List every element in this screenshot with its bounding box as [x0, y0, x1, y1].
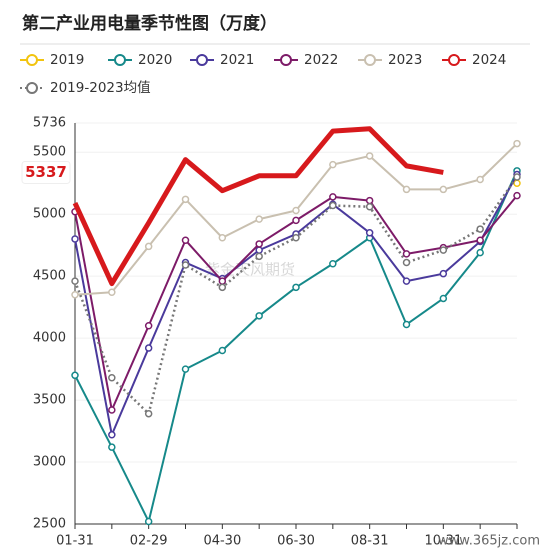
legend-label: 2023	[388, 52, 422, 68]
point	[292, 216, 300, 225]
point	[71, 291, 79, 299]
point	[439, 246, 448, 254]
point	[181, 261, 190, 269]
point	[292, 206, 300, 215]
legend-label: 2020	[138, 52, 172, 68]
point	[144, 242, 153, 251]
point	[513, 191, 521, 200]
point	[365, 152, 374, 160]
x-tick-label: 04-30	[203, 534, 241, 549]
point	[329, 201, 337, 210]
point	[476, 225, 484, 233]
legend-label: 2021	[220, 52, 254, 68]
y-tick-label: 5000	[33, 207, 66, 222]
legend-marker	[26, 82, 38, 94]
y-tick-label: 2500	[33, 517, 66, 532]
point	[144, 344, 153, 352]
point	[402, 258, 411, 267]
point	[71, 277, 79, 285]
point	[144, 517, 153, 526]
point	[439, 185, 448, 194]
legend-marker	[196, 54, 208, 66]
y-tick-label: 4500	[33, 269, 66, 284]
x-tick-label: 01-31	[56, 534, 94, 549]
point	[255, 215, 263, 223]
y-tick-label: 5736	[33, 116, 66, 131]
x-tick-label: 10-31	[424, 534, 462, 549]
point	[402, 277, 411, 285]
x-tick-label: 08-31	[351, 534, 389, 549]
point	[71, 371, 79, 380]
legend-marker	[364, 54, 376, 66]
y-tick-label: 5500	[33, 145, 66, 160]
point	[108, 288, 116, 297]
point	[181, 365, 190, 373]
point	[255, 246, 263, 254]
point	[292, 283, 300, 292]
point	[108, 443, 116, 451]
point	[255, 312, 263, 320]
point	[108, 374, 116, 382]
point	[255, 252, 263, 261]
point	[329, 193, 337, 201]
legend-label: 2019	[50, 52, 84, 68]
point	[108, 406, 116, 414]
point	[513, 139, 521, 148]
point	[144, 321, 153, 330]
point	[365, 196, 374, 205]
point	[71, 235, 79, 243]
point	[181, 195, 190, 204]
current-value-label: 5337	[25, 163, 67, 181]
point	[329, 260, 337, 268]
legend-marker	[448, 54, 460, 66]
point	[218, 346, 227, 355]
point	[329, 160, 337, 169]
point	[439, 294, 448, 303]
point	[476, 248, 484, 257]
y-tick-label: 4000	[33, 331, 66, 346]
point	[365, 229, 374, 237]
legend-marker	[114, 54, 126, 66]
point	[476, 236, 484, 244]
point	[255, 240, 263, 248]
point	[402, 320, 411, 329]
chart-title: 第二产业用电量季节性图（万度）	[22, 13, 277, 34]
point	[402, 250, 411, 258]
point	[144, 409, 153, 418]
x-tick-label: 02-29	[130, 534, 168, 549]
point	[292, 233, 300, 242]
point	[181, 236, 190, 244]
point	[476, 175, 484, 184]
current-value-box	[21, 160, 71, 184]
source-mark: www.365jz.com	[438, 534, 540, 549]
point	[439, 269, 448, 278]
legend-label: 2022	[304, 52, 338, 68]
point	[218, 277, 227, 285]
legend-label: 2024	[472, 52, 506, 68]
x-tick-label: 06-30	[277, 534, 315, 549]
series-line	[72, 126, 444, 287]
point	[218, 283, 227, 292]
point	[513, 173, 521, 181]
legend-marker	[26, 54, 38, 66]
y-tick-label: 3000	[33, 455, 66, 470]
point	[365, 203, 374, 211]
legend-marker	[280, 54, 292, 66]
point	[402, 185, 411, 194]
y-tick-label: 3500	[33, 393, 66, 408]
point	[513, 179, 521, 187]
point	[108, 431, 116, 439]
series-line	[74, 194, 518, 411]
legend-label: 2019-2023均值	[50, 80, 151, 96]
point	[218, 233, 227, 242]
